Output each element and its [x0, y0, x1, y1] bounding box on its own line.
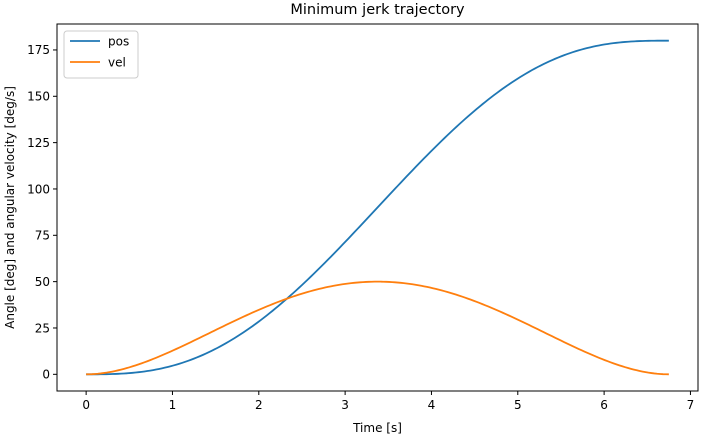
y-tick-label: 150	[27, 90, 50, 104]
x-tick-label: 6	[600, 398, 608, 412]
x-tick-label: 5	[514, 398, 522, 412]
y-tick-label: 75	[35, 229, 50, 243]
y-axis-label: Angle [deg] and angular velocity [deg/s]	[3, 86, 17, 329]
series-line-pos	[86, 39, 669, 376]
y-tick-label: 50	[35, 275, 50, 289]
y-tick-label: 125	[27, 136, 50, 150]
legend-box	[63, 30, 139, 79]
legend-label-pos: pos	[108, 35, 129, 49]
y-tick-label: 175	[27, 43, 50, 57]
x-axis-label: Time [s]	[352, 421, 402, 435]
legend: pos vel	[63, 30, 139, 79]
y-tick-label: 25	[35, 321, 50, 335]
y-axis-ticks: 0 25 50 75 100 125 150 175	[27, 43, 57, 382]
series-lines	[86, 39, 669, 376]
x-tick-label: 2	[255, 398, 263, 412]
x-tick-label: 7	[687, 398, 695, 412]
legend-label-vel: vel	[108, 56, 126, 70]
x-tick-label: 1	[169, 398, 177, 412]
series-line-vel	[86, 280, 669, 376]
x-tick-label: 0	[82, 398, 90, 412]
plot-frame	[56, 23, 699, 392]
x-tick-label: 3	[341, 398, 349, 412]
y-tick-label: 100	[27, 182, 50, 196]
y-tick-label: 0	[42, 368, 50, 382]
x-tick-label: 4	[428, 398, 436, 412]
x-axis-ticks: 0 1 2 3 4 5 6 7	[82, 391, 694, 412]
chart-title: Minimum jerk trajectory	[290, 2, 465, 18]
